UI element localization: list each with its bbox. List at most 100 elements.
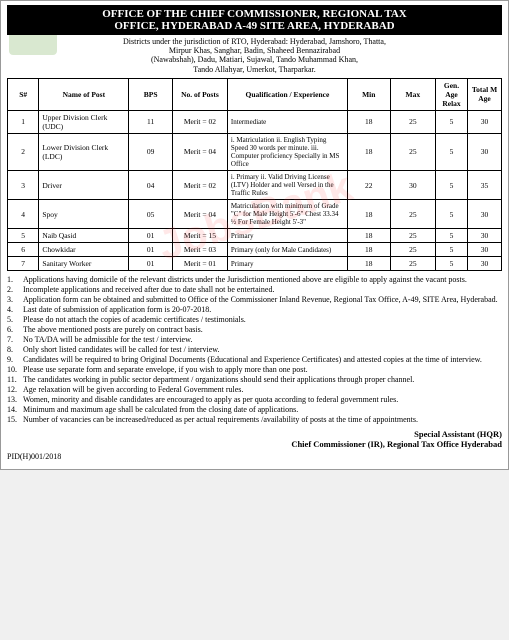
cell-name: Spoy <box>39 200 129 229</box>
cell-bps: 09 <box>129 133 173 170</box>
cell-name: Lower Division Clerk (LDC) <box>39 133 129 170</box>
cell-sn: 4 <box>8 200 39 229</box>
note-text: Please do not attach the copies of acade… <box>23 315 246 325</box>
signature-block: Special Assistant (HQR) Chief Commission… <box>7 429 502 449</box>
cell-total: 30 <box>468 257 502 271</box>
notes-list: 1.Applications having domicile of the re… <box>7 275 502 425</box>
note-text: Minimum and maximum age shall be calcula… <box>23 405 298 415</box>
cell-bps: 04 <box>129 170 173 199</box>
cell-qual: Primary <box>227 229 347 243</box>
cell-min: 18 <box>347 133 390 170</box>
cell-bps: 05 <box>129 200 173 229</box>
jurisdiction-line1: Districts under the jurisdiction of RTO,… <box>67 37 442 46</box>
note-text: Candidates will be required to bring Ori… <box>23 355 482 365</box>
jurisdiction-block: Districts under the jurisdiction of RTO,… <box>7 35 502 76</box>
note-text: Incomplete applications and received aft… <box>23 285 274 295</box>
note-item: 14.Minimum and maximum age shall be calc… <box>7 405 502 415</box>
header-line2: OFFICE, HYDERABAD A-49 SITE AREA, HYDERA… <box>9 20 500 32</box>
table-row: 2 Lower Division Clerk (LDC) 09 Merit = … <box>8 133 502 170</box>
note-item: 8.Only short listed candidates will be c… <box>7 345 502 355</box>
table-header-row: S# Name of Post BPS No. of Posts Qualifi… <box>8 78 502 110</box>
cell-relax: 5 <box>436 257 468 271</box>
note-text: No TA/DA will be admissible for the test… <box>23 335 192 345</box>
note-item: 4.Last date of submission of application… <box>7 305 502 315</box>
cell-total: 30 <box>468 200 502 229</box>
cell-relax: 5 <box>436 133 468 170</box>
cell-relax: 5 <box>436 243 468 257</box>
pid-number: PID(H)001/2018 <box>7 452 502 461</box>
cell-min: 18 <box>347 110 390 133</box>
note-item: 6.The above mentioned posts are purely o… <box>7 325 502 335</box>
note-text: Applications having domicile of the rele… <box>23 275 467 285</box>
cell-name: Chowkidar <box>39 243 129 257</box>
note-item: 10.Please use separate form and separate… <box>7 365 502 375</box>
cell-qual: i. Matriculation ii. English Typing Spee… <box>227 133 347 170</box>
cell-relax: 5 <box>436 110 468 133</box>
cell-bps: 01 <box>129 257 173 271</box>
cell-relax: 5 <box>436 229 468 243</box>
cell-name: Driver <box>39 170 129 199</box>
note-item: 11.The candidates working in public sect… <box>7 375 502 385</box>
header-bar: OFFICE OF THE CHIEF COMMISSIONER, REGION… <box>7 5 502 35</box>
note-text: Number of vacancies can be increased/red… <box>23 415 418 425</box>
cell-bps: 01 <box>129 243 173 257</box>
note-item: 1.Applications having domicile of the re… <box>7 275 502 285</box>
note-item: 2.Incomplete applications and received a… <box>7 285 502 295</box>
note-item: 5.Please do not attach the copies of aca… <box>7 315 502 325</box>
cell-relax: 5 <box>436 200 468 229</box>
cell-posts: Merit = 02 <box>172 170 227 199</box>
cell-qual: Matriculation with minimum of Grade "C" … <box>227 200 347 229</box>
table-row: 6 Chowkidar 01 Merit = 03 Primary (only … <box>8 243 502 257</box>
cell-bps: 01 <box>129 229 173 243</box>
table-row: 5 Naib Qasid 01 Merit = 15 Primary 18 25… <box>8 229 502 243</box>
posts-table: S# Name of Post BPS No. of Posts Qualifi… <box>7 78 502 271</box>
cell-posts: Merit = 03 <box>172 243 227 257</box>
cell-relax: 5 <box>436 170 468 199</box>
note-item: 13.Women, minority and disable candidate… <box>7 395 502 405</box>
cell-bps: 11 <box>129 110 173 133</box>
note-text: Please use separate form and separate en… <box>23 365 308 375</box>
col-sn: S# <box>8 78 39 110</box>
cell-sn: 5 <box>8 229 39 243</box>
cell-total: 35 <box>468 170 502 199</box>
signature-line1: Special Assistant (HQR) <box>7 429 502 439</box>
note-text: The candidates working in public sector … <box>23 375 414 385</box>
cell-posts: Merit = 02 <box>172 110 227 133</box>
col-max: Max <box>390 78 435 110</box>
cell-total: 30 <box>468 229 502 243</box>
job-advertisement: ★ FBR PAKISTAN OFFICE OF THE CHIEF COMMI… <box>0 0 509 470</box>
note-item: 3.Application form can be obtained and s… <box>7 295 502 305</box>
cell-sn: 6 <box>8 243 39 257</box>
note-text: Last date of submission of application f… <box>23 305 211 315</box>
cell-name: Sanitary Worker <box>39 257 129 271</box>
note-text: Application form can be obtained and sub… <box>23 295 498 305</box>
cell-posts: Merit = 04 <box>172 200 227 229</box>
cell-total: 30 <box>468 133 502 170</box>
note-text: Only short listed candidates will be cal… <box>23 345 220 355</box>
cell-max: 30 <box>390 170 435 199</box>
table-row: 1 Upper Division Clerk (UDC) 11 Merit = … <box>8 110 502 133</box>
jurisdiction-line2: Mirpur Khas, Sanghar, Badin, Shaheed Ben… <box>67 46 442 55</box>
col-relax: Gen. Age Relax <box>436 78 468 110</box>
col-bps: BPS <box>129 78 173 110</box>
col-min: Min <box>347 78 390 110</box>
table-row: 7 Sanitary Worker 01 Merit = 01 Primary … <box>8 257 502 271</box>
cell-qual: i. Primary ii. Valid Driving License (LT… <box>227 170 347 199</box>
jurisdiction-line3: (Nawabshah), Dadu, Matiari, Sujawal, Tan… <box>67 55 442 64</box>
cell-min: 18 <box>347 257 390 271</box>
cell-total: 30 <box>468 243 502 257</box>
note-text: Women, minority and disable candidates a… <box>23 395 398 405</box>
cell-qual: Primary <box>227 257 347 271</box>
cell-min: 18 <box>347 243 390 257</box>
cell-sn: 3 <box>8 170 39 199</box>
cell-qual: Primary (only for Male Candidates) <box>227 243 347 257</box>
cell-sn: 2 <box>8 133 39 170</box>
cell-min: 22 <box>347 170 390 199</box>
col-name: Name of Post <box>39 78 129 110</box>
cell-posts: Merit = 04 <box>172 133 227 170</box>
cell-name: Naib Qasid <box>39 229 129 243</box>
cell-max: 25 <box>390 229 435 243</box>
cell-qual: Intermediate <box>227 110 347 133</box>
header-line1: OFFICE OF THE CHIEF COMMISSIONER, REGION… <box>9 8 500 20</box>
col-posts: No. of Posts <box>172 78 227 110</box>
